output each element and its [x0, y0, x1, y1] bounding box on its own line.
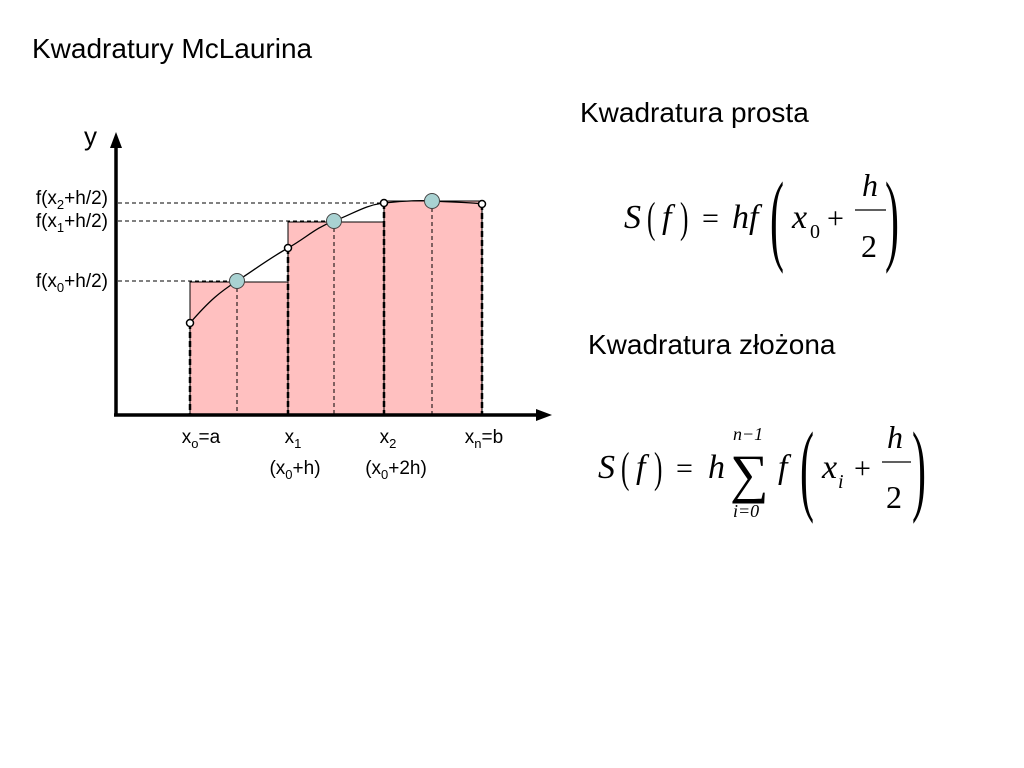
- formula-token: (: [770, 160, 784, 274]
- bar: [189, 281, 289, 416]
- formula-token: 2: [886, 479, 902, 515]
- formula-token: hf: [732, 199, 763, 236]
- label-part: =a: [199, 427, 221, 448]
- formula-token: ): [680, 193, 688, 242]
- nodes: [185, 198, 487, 328]
- edges: [188, 203, 484, 415]
- label-part: f(x: [36, 211, 58, 232]
- formula-token: h: [862, 167, 878, 203]
- formula-token: S: [624, 199, 641, 236]
- label: xn=b: [465, 427, 503, 451]
- formula-token: f: [636, 449, 650, 486]
- label: f(x2+h/2): [36, 188, 108, 212]
- label: (x0+2h): [365, 458, 427, 482]
- formula-token: =: [676, 452, 693, 485]
- formula-token: S: [598, 449, 615, 486]
- formula-token: ): [654, 443, 662, 492]
- arrow: [110, 132, 122, 148]
- midpoints: [229, 193, 440, 289]
- axis-label: y: [84, 121, 97, 151]
- formula-token: (: [800, 410, 814, 524]
- subscript: n: [474, 436, 481, 451]
- formula-token: +: [827, 202, 844, 235]
- label: f(x1+h/2): [36, 211, 108, 235]
- label-part: f(x: [36, 271, 58, 292]
- formula-token: h: [887, 419, 903, 455]
- subscript: 1: [57, 220, 64, 235]
- arrow: [536, 409, 552, 421]
- subscript: 2: [57, 197, 64, 212]
- label-part: +2h): [388, 458, 427, 479]
- label: xo=a: [182, 427, 221, 451]
- formula-token: h: [708, 449, 725, 486]
- formula-token: 0: [810, 221, 820, 243]
- label-part: x: [285, 427, 295, 448]
- guides: [118, 201, 433, 415]
- formula-token: i=0: [733, 501, 759, 521]
- subscript: 0: [285, 467, 292, 482]
- heading: Kwadratura prosta: [580, 97, 809, 128]
- label-part: x: [182, 427, 192, 448]
- formula-token: ∑: [730, 444, 769, 504]
- subscript: 1: [294, 436, 301, 451]
- subscript: 0: [57, 280, 64, 295]
- label-part: f(x: [36, 188, 58, 209]
- label: x2: [380, 427, 397, 451]
- formula-token: (: [621, 443, 629, 492]
- diagram: y: [84, 121, 552, 421]
- subscript: o: [191, 436, 198, 451]
- slide-title: Kwadratury McLaurina: [32, 33, 313, 64]
- formula-token: ): [885, 160, 899, 274]
- heading: Kwadratura złożona: [588, 329, 836, 360]
- formula-token: f: [662, 199, 676, 236]
- label: (x0+h): [269, 458, 320, 482]
- bar: [287, 221, 385, 416]
- formula-token: 2: [861, 228, 877, 264]
- formula-token: +: [854, 452, 871, 485]
- label-part: +h/2): [64, 271, 108, 292]
- bar: [383, 200, 483, 416]
- label-part: x: [380, 427, 390, 448]
- label-part: +h/2): [64, 188, 108, 209]
- label-part: (x: [365, 458, 381, 479]
- formula-token: i: [838, 471, 844, 493]
- label-part: x: [465, 427, 475, 448]
- formula-token: x: [821, 449, 837, 486]
- label: x1: [285, 427, 302, 451]
- label-part: +h/2): [64, 211, 108, 232]
- formula-token: n−1: [733, 424, 763, 444]
- label: f(x0+h/2): [36, 271, 108, 295]
- formula-token: f: [778, 449, 792, 486]
- label-part: (x: [269, 458, 285, 479]
- formula-token: x: [791, 199, 807, 236]
- label-part: =b: [482, 427, 504, 448]
- formula-token: =: [702, 202, 719, 235]
- label-part: +h): [293, 458, 321, 479]
- subscript: 0: [381, 467, 388, 482]
- subscript: 2: [389, 436, 396, 451]
- formula-token: ): [912, 410, 926, 524]
- formula-token: (: [647, 193, 655, 242]
